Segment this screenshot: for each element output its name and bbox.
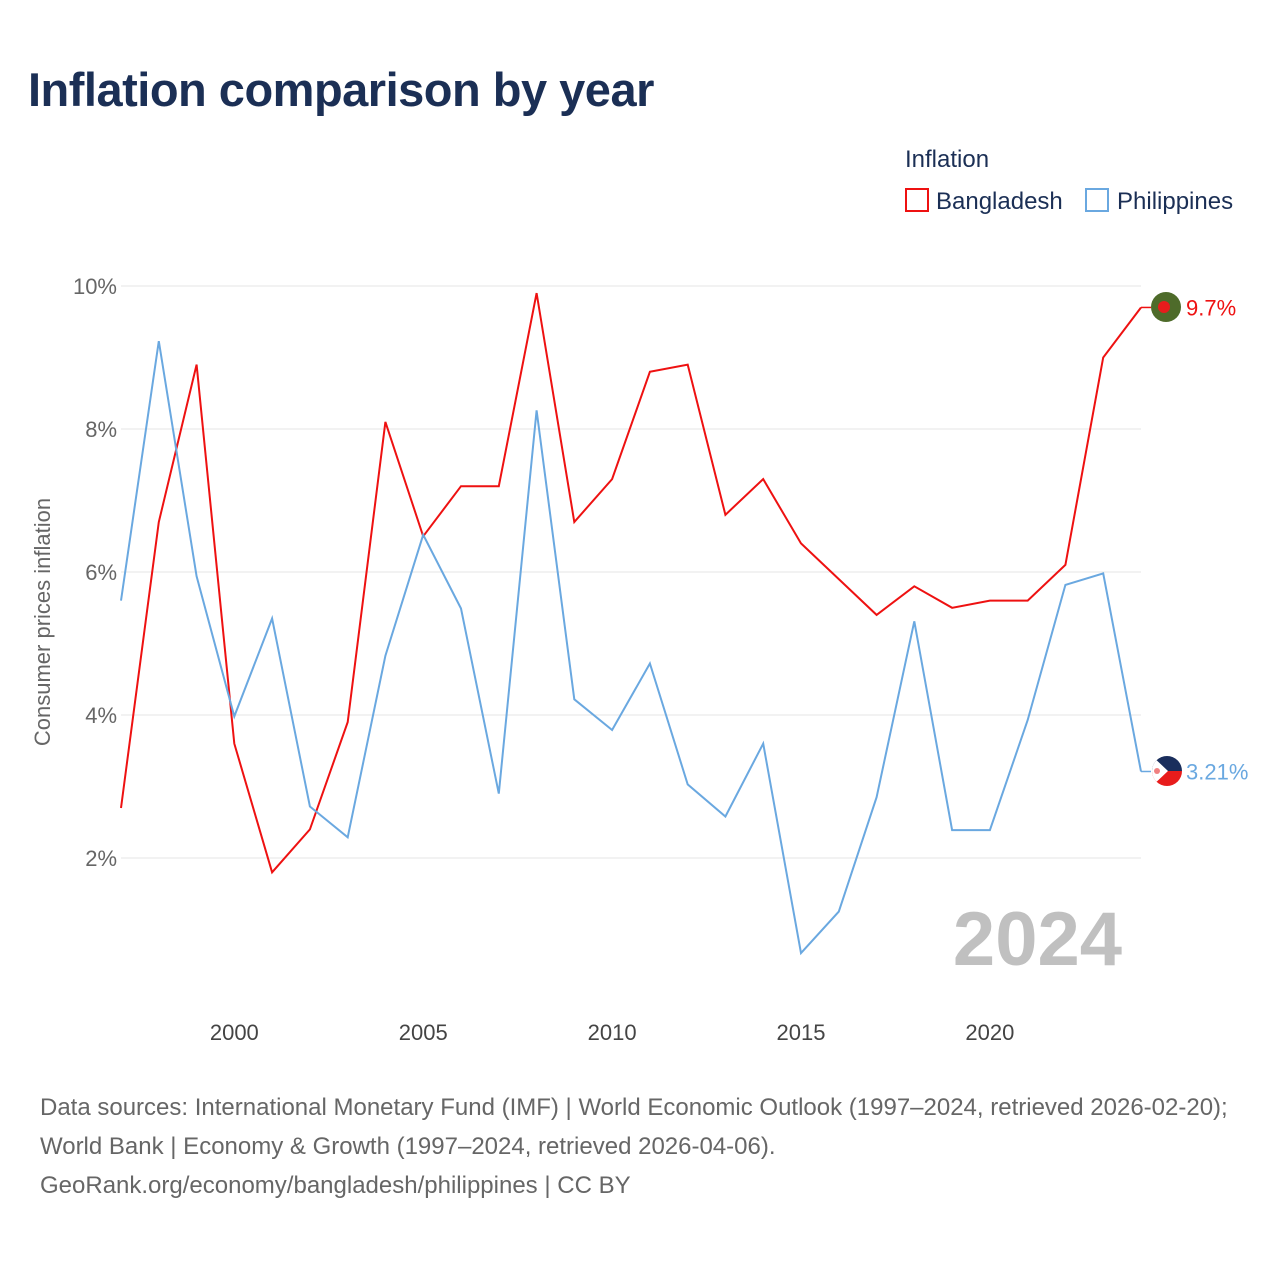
data-point-philippines[interactable] <box>609 727 615 733</box>
data-point-philippines[interactable] <box>382 653 388 659</box>
data-point-bangladesh[interactable] <box>496 483 502 489</box>
legend-swatch-bangladesh <box>905 188 929 212</box>
legend: Inflation Bangladesh Philippines <box>905 146 1233 215</box>
end-value-label-bangladesh: 9.7% <box>1186 295 1236 320</box>
data-point-philippines[interactable] <box>911 618 917 624</box>
data-point-philippines[interactable] <box>231 713 237 719</box>
legend-title: Inflation <box>905 146 989 173</box>
data-point-philippines[interactable] <box>685 781 691 787</box>
y-tick-label: 2% <box>85 846 117 871</box>
data-point-bangladesh[interactable] <box>609 476 615 482</box>
data-sources-text: Data sources: International Monetary Fun… <box>40 1094 1228 1160</box>
data-point-philippines[interactable] <box>647 661 653 667</box>
data-point-bangladesh[interactable] <box>1062 562 1068 568</box>
legend-item-bangladesh[interactable]: Bangladesh <box>905 188 1063 215</box>
x-axis-ticks: 2000 2005 2010 2015 2020 <box>210 1020 1015 1045</box>
data-point-philippines[interactable] <box>760 741 766 747</box>
y-tick-label: 8% <box>85 417 117 442</box>
inflation-line-chart: Inflation Bangladesh Philippines Consume… <box>30 146 1248 1045</box>
legend-label-philippines: Philippines <box>1117 188 1233 215</box>
legend-item-philippines[interactable]: Philippines <box>1085 188 1233 215</box>
grid-lines <box>121 285 1141 859</box>
data-point-philippines[interactable] <box>420 532 426 538</box>
data-point-philippines[interactable] <box>949 827 955 833</box>
data-point-bangladesh[interactable] <box>836 576 842 582</box>
data-point-bangladesh[interactable] <box>722 512 728 518</box>
legend-swatch-philippines <box>1085 188 1109 212</box>
footer: Data sources: International Monetary Fun… <box>40 1088 1245 1205</box>
y-tick-label: 4% <box>85 703 117 728</box>
y-tick-label: 10% <box>73 274 117 299</box>
data-point-philippines[interactable] <box>1025 717 1031 723</box>
data-point-bangladesh[interactable] <box>194 362 200 368</box>
data-point-philippines[interactable] <box>798 950 804 956</box>
series-lines: 9.7% 3.21% <box>118 290 1248 956</box>
data-point-bangladesh[interactable] <box>911 583 917 589</box>
data-point-philippines[interactable] <box>1100 570 1106 576</box>
data-point-philippines[interactable] <box>722 814 728 820</box>
data-point-philippines[interactable] <box>118 598 124 604</box>
end-value-label-philippines: 3.21% <box>1186 759 1248 784</box>
data-point-bangladesh[interactable] <box>1025 598 1031 604</box>
philippines-flag-icon <box>1152 756 1182 786</box>
x-tick-label: 2000 <box>210 1020 259 1045</box>
y-axis-label: Consumer prices inflation <box>30 498 55 746</box>
data-point-bangladesh[interactable] <box>382 419 388 425</box>
data-point-bangladesh[interactable] <box>798 540 804 546</box>
x-tick-label: 2015 <box>777 1020 826 1045</box>
data-point-philippines[interactable] <box>836 909 842 915</box>
y-tick-label: 6% <box>85 560 117 585</box>
data-point-bangladesh[interactable] <box>534 290 540 296</box>
x-tick-label: 2020 <box>965 1020 1014 1045</box>
data-point-philippines[interactable] <box>307 804 313 810</box>
data-point-philippines[interactable] <box>496 791 502 797</box>
data-point-philippines[interactable] <box>571 696 577 702</box>
legend-label-bangladesh: Bangladesh <box>936 188 1063 215</box>
data-point-bangladesh[interactable] <box>760 476 766 482</box>
year-watermark: 2024 <box>953 897 1122 982</box>
data-point-philippines[interactable] <box>987 827 993 833</box>
data-point-bangladesh[interactable] <box>685 362 691 368</box>
data-point-bangladesh[interactable] <box>345 719 351 725</box>
data-point-bangladesh[interactable] <box>949 605 955 611</box>
data-point-philippines[interactable] <box>874 794 880 800</box>
data-point-philippines[interactable] <box>156 338 162 344</box>
data-point-philippines[interactable] <box>534 407 540 413</box>
series-line-philippines <box>120 340 1142 956</box>
data-point-philippines[interactable] <box>269 615 275 621</box>
data-point-philippines[interactable] <box>458 605 464 611</box>
data-point-bangladesh[interactable] <box>987 598 993 604</box>
attribution-text: GeoRank.org/economy/bangladesh/philippin… <box>40 1172 631 1199</box>
data-point-philippines[interactable] <box>194 573 200 579</box>
x-tick-label: 2010 <box>588 1020 637 1045</box>
series-line-bangladesh <box>120 292 1142 875</box>
data-point-bangladesh[interactable] <box>874 612 880 618</box>
data-point-philippines[interactable] <box>345 834 351 840</box>
data-point-bangladesh[interactable] <box>571 519 577 525</box>
data-point-bangladesh[interactable] <box>269 869 275 875</box>
data-point-bangladesh[interactable] <box>458 483 464 489</box>
data-point-bangladesh[interactable] <box>231 741 237 747</box>
chart-title: Inflation comparison by year <box>28 63 654 116</box>
data-point-bangladesh[interactable] <box>307 826 313 832</box>
data-point-bangladesh[interactable] <box>118 805 124 811</box>
data-point-philippines[interactable] <box>1062 582 1068 588</box>
y-axis-ticks: 2% 4% 6% 8% 10% <box>73 274 117 871</box>
x-tick-label: 2005 <box>399 1020 448 1045</box>
data-point-bangladesh[interactable] <box>647 369 653 375</box>
data-point-bangladesh[interactable] <box>156 519 162 525</box>
data-point-bangladesh[interactable] <box>1100 355 1106 361</box>
bangladesh-flag-icon <box>1151 292 1181 322</box>
